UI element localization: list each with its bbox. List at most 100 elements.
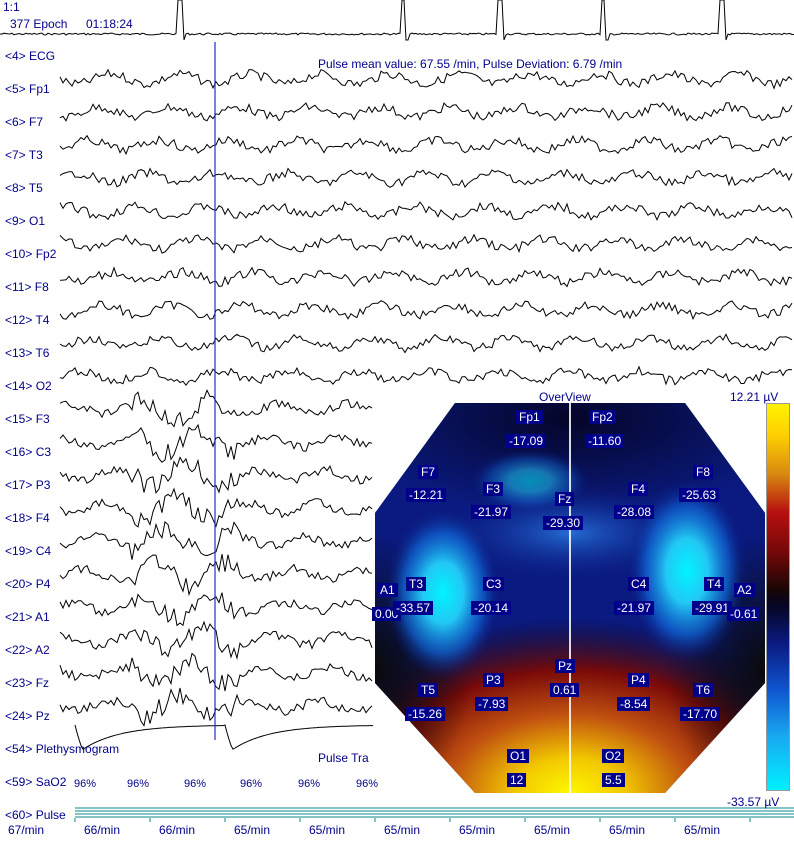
electrode-value-c4: -21.97 xyxy=(614,601,655,615)
electrode-name-c4[interactable]: C4 xyxy=(628,577,650,591)
channel-label-sao2[interactable]: <59> SaO2 xyxy=(5,775,67,789)
time-ticks xyxy=(74,818,751,822)
eeg-trace xyxy=(59,652,373,692)
channel-label-o1[interactable]: <9> O1 xyxy=(5,214,46,228)
pulse-rate: 65/min xyxy=(309,823,346,837)
electrode-name-t5[interactable]: T5 xyxy=(418,683,439,697)
electrode-name-p4[interactable]: P4 xyxy=(628,673,649,687)
electrode-name-fp2[interactable]: Fp2 xyxy=(589,410,616,424)
electrode-name-t4[interactable]: T4 xyxy=(704,577,725,591)
electrode-name-a1[interactable]: A1 xyxy=(377,583,398,597)
epoch-time: 01:18:24 xyxy=(86,17,133,31)
pulse-rate: 65/min xyxy=(234,823,271,837)
eeg-trace xyxy=(59,233,793,254)
electrode-name-f4[interactable]: F4 xyxy=(628,482,649,496)
pulse-trace-label: Pulse Tra xyxy=(318,751,369,765)
eeg-trace xyxy=(59,102,793,122)
color-scale-bar xyxy=(766,403,790,791)
eeg-trace xyxy=(59,68,793,90)
electrode-value-o1: 12 xyxy=(507,773,527,787)
scale-max-label: 12.21 µV xyxy=(730,390,779,404)
electrode-value-f4: -28.08 xyxy=(614,505,655,519)
pulse-rate: 65/min xyxy=(459,823,496,837)
channel-label-f8[interactable]: <11> F8 xyxy=(5,280,49,294)
electrode-value-f3: -21.97 xyxy=(471,505,512,519)
sao2-value: 96% xyxy=(298,778,321,790)
electrode-value-o2: 5.5 xyxy=(602,773,625,787)
channel-label-fp2[interactable]: <10> Fp2 xyxy=(5,247,57,261)
channel-label-pulse[interactable]: <60> Pulse xyxy=(5,808,66,822)
channel-label-fp1[interactable]: <5> Fp1 xyxy=(5,82,50,96)
channel-label-c4[interactable]: <19> C4 xyxy=(5,544,52,558)
channel-label-t5[interactable]: <8> T5 xyxy=(5,181,43,195)
overview-topomap[interactable] xyxy=(375,403,765,793)
electrode-name-f7[interactable]: F7 xyxy=(418,465,439,479)
topomap-image xyxy=(375,403,765,793)
pulse-rate: 66/min xyxy=(84,823,121,837)
electrode-value-fp2: -11.60 xyxy=(585,434,625,448)
electrode-value-f7: -12.21 xyxy=(406,488,447,502)
electrode-name-fp1[interactable]: Fp1 xyxy=(516,410,543,424)
electrode-name-o2[interactable]: O2 xyxy=(602,749,625,763)
channel-label-pz[interactable]: <24> Pz xyxy=(5,709,50,723)
channel-label-p4[interactable]: <20> P4 xyxy=(5,577,51,591)
channel-label-a2[interactable]: <22> A2 xyxy=(5,643,50,657)
pulse-rate: 65/min xyxy=(609,823,646,837)
electrode-value-fp1: -17.09 xyxy=(506,434,547,448)
channel-label-f3[interactable]: <15> F3 xyxy=(5,412,50,426)
channel-label-f4[interactable]: <18> F4 xyxy=(5,511,50,525)
eeg-trace xyxy=(59,365,793,387)
pulse-rate: 65/min xyxy=(384,823,421,837)
epoch-number: 377 Epoch xyxy=(10,17,68,31)
pulse-rate: 66/min xyxy=(159,823,196,837)
electrode-name-o1[interactable]: O1 xyxy=(507,749,530,763)
electrode-value-t6: -17.70 xyxy=(680,707,721,721)
electrode-value-a2: -0.61 xyxy=(727,607,761,621)
eeg-trace xyxy=(59,520,373,560)
electrode-value-t4: -29.91 xyxy=(692,601,733,615)
plethysmogram-trace xyxy=(74,724,373,750)
electrode-name-t6[interactable]: T6 xyxy=(693,683,714,697)
electrode-name-t3[interactable]: T3 xyxy=(406,577,427,591)
channel-label-ecg[interactable]: <4> ECG xyxy=(5,49,56,63)
channel-label-c3[interactable]: <16> C3 xyxy=(5,445,52,459)
channel-label-o2[interactable]: <14> O2 xyxy=(5,379,52,393)
eeg-trace xyxy=(59,266,793,288)
sao2-value: 96% xyxy=(240,778,263,790)
scale-min-label: -33.57 µV xyxy=(727,795,780,809)
eeg-trace xyxy=(59,456,373,494)
channel-label-fz[interactable]: <23> Fz xyxy=(5,676,50,690)
electrode-name-a2[interactable]: A2 xyxy=(734,583,755,597)
pulse-rate: 65/min xyxy=(534,823,571,837)
electrode-name-f8[interactable]: F8 xyxy=(693,465,714,479)
eeg-trace xyxy=(59,554,373,597)
eeg-trace xyxy=(59,300,793,321)
electrode-value-c3: -20.14 xyxy=(471,601,512,615)
eeg-trace xyxy=(59,200,793,222)
electrode-name-p3[interactable]: P3 xyxy=(483,673,504,687)
ecg-trace xyxy=(0,0,794,41)
channel-label-t6[interactable]: <13> T6 xyxy=(5,346,50,360)
overview-title: OverView xyxy=(539,390,591,404)
pulse-rate: 65/min xyxy=(684,823,721,837)
eeg-trace xyxy=(59,592,373,627)
electrode-name-f3[interactable]: F3 xyxy=(483,482,504,496)
channel-label-p3[interactable]: <17> P3 xyxy=(5,478,51,492)
channel-label-t4[interactable]: <12> T4 xyxy=(5,313,50,327)
sao2-value: 96% xyxy=(356,778,379,790)
electrode-name-fz[interactable]: Fz xyxy=(555,492,575,506)
channel-label-f7[interactable]: <6> F7 xyxy=(5,115,44,129)
sao2-value: 96% xyxy=(184,778,207,790)
channel-label-plethysmogram[interactable]: <54> Plethysmogram xyxy=(5,742,120,756)
eeg-trace xyxy=(59,134,793,156)
electrode-value-t5: -15.26 xyxy=(405,707,446,721)
electrode-name-pz[interactable]: Pz xyxy=(555,659,576,673)
eeg-trace xyxy=(59,167,793,189)
eeg-trace xyxy=(59,423,373,463)
channel-label-a1[interactable]: <21> A1 xyxy=(5,610,50,624)
electrode-value-t3: -33.57 xyxy=(393,601,434,615)
channel-label-t3[interactable]: <7> T3 xyxy=(5,148,43,162)
electrode-name-c3[interactable]: C3 xyxy=(483,577,505,591)
pulse-rate: 67/min xyxy=(8,823,45,837)
